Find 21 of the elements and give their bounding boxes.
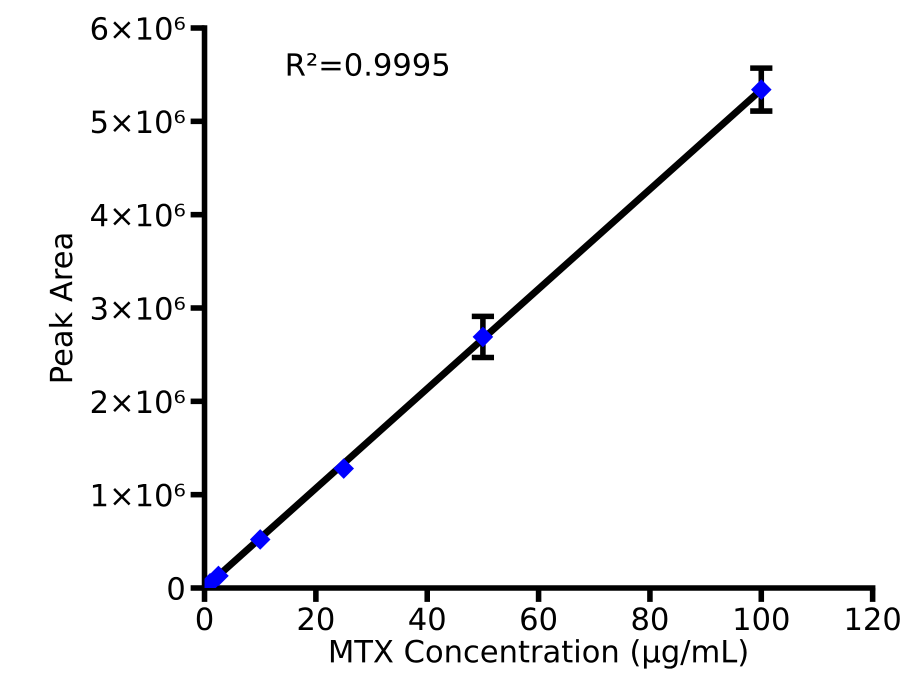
y-axis-title: Peak Area	[48, 234, 73, 382]
x-tick-label: 0	[196, 607, 212, 630]
x-tick-label: 20	[298, 607, 334, 630]
y-tick-label: 4×10⁶	[91, 204, 185, 227]
x-tick-label: 40	[409, 607, 445, 630]
x-tick-label: 120	[846, 607, 900, 630]
y-tick-label: 1×10⁶	[92, 484, 185, 507]
annotation: R²=0.9995	[288, 52, 448, 76]
point	[750, 79, 772, 100]
point	[250, 529, 270, 550]
x-tick-label: 100	[735, 607, 788, 630]
x-tick-label: 60	[521, 607, 556, 630]
y-tick-label: 0	[168, 576, 184, 600]
y-tick-label: 3×10⁶	[92, 296, 185, 320]
y-tick-label: 5×10⁶	[92, 110, 185, 134]
x-tick-label: 80	[632, 607, 668, 630]
point	[333, 458, 354, 479]
point	[472, 326, 494, 348]
y-tick-label: 2×10⁶	[92, 390, 185, 414]
x-axis-title: MTX Concentration (μg/mL)	[330, 639, 747, 669]
y-tick-label: 6×10⁶	[92, 16, 185, 40]
